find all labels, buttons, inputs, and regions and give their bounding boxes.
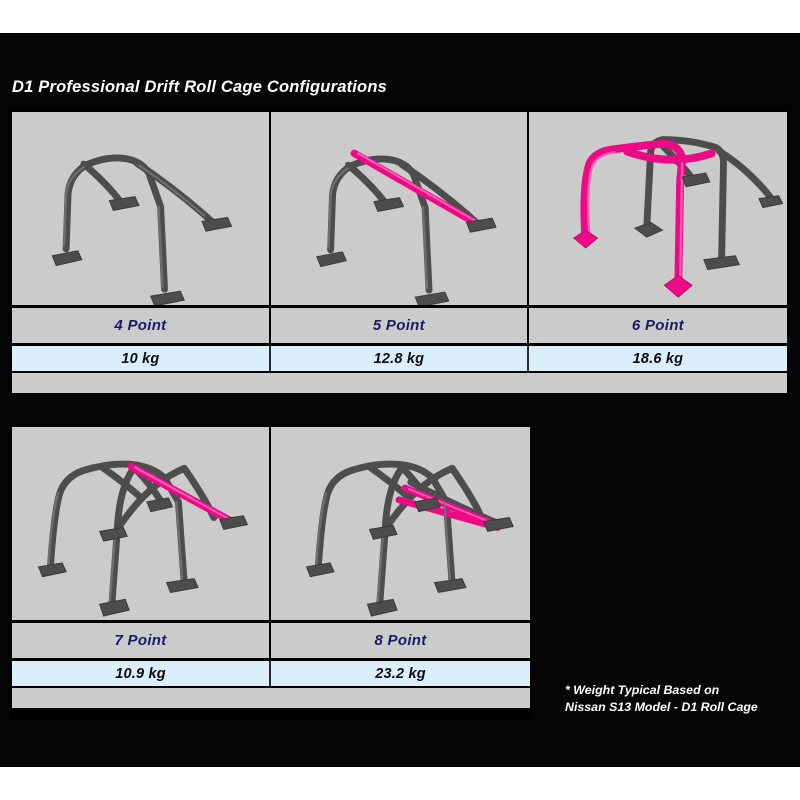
weight-row-2: 10.9 kg 23.2 kg [12,661,530,688]
roll-cage-4-point-diagram [51,154,233,305]
spacer-cell [12,373,787,393]
weight-row-1: 10 kg 12.8 kg 18.6 kg [12,346,787,373]
label-row-1: 4 Point 5 Point 6 Point [12,308,787,346]
config-weight: 10.9 kg [115,665,166,682]
config-label: 7 Point [114,632,167,649]
roll-cage-5-point-diagram [315,149,497,305]
config-label: 4 Point [114,317,167,334]
config-weight: 23.2 kg [375,665,426,682]
roll-cage-7-point-diagram [37,460,249,617]
label-row-2: 7 Point 8 Point [12,623,530,661]
spacer-cell [12,688,530,708]
diagram-row-2 [12,427,530,623]
roll-cage-8-point-diagram [305,460,514,617]
footnote-line-1: * Weight Typical Based on [565,683,720,697]
label-cell-4-point: 4 Point [12,308,271,343]
spacer-row-2 [12,688,530,708]
weight-cell-5-point: 12.8 kg [270,346,529,371]
configuration-table-row-1: 4 Point 5 Point 6 Point 10 kg 12.8 kg 18… [10,110,789,398]
config-label: 5 Point [372,317,425,334]
configuration-table-row-2: 7 Point 8 Point 10.9 kg 23.2 kg [10,425,532,720]
diagram-cell-7-point [12,427,271,620]
diagram-row-1 [12,112,787,308]
page-title: D1 Professional Drift Roll Cage Configur… [12,78,387,96]
label-cell-8-point: 8 Point [271,623,530,658]
config-weight: 12.8 kg [373,350,425,367]
footnote: * Weight Typical Based on Nissan S13 Mod… [565,682,790,716]
weight-cell-4-point: 10 kg [12,346,271,371]
weight-cell-6-point: 18.6 kg [528,346,787,371]
weight-cell-8-point: 23.2 kg [271,661,530,686]
config-label: 8 Point [374,632,427,649]
weight-cell-7-point: 10.9 kg [12,661,271,686]
spacer-row-1 [12,373,787,393]
label-cell-5-point: 5 Point [270,308,529,343]
config-label: 6 Point [631,317,684,334]
footnote-line-2: Nissan S13 Model - D1 Roll Cage [565,700,758,714]
config-weight: 18.6 kg [632,350,684,367]
label-cell-6-point: 6 Point [528,308,787,343]
label-cell-7-point: 7 Point [12,623,271,658]
diagram-cell-5-point [270,112,529,305]
diagram-cell-8-point [271,427,530,620]
roll-cage-6-point-diagram [572,136,784,298]
diagram-cell-4-point [12,112,271,305]
diagram-cell-6-point [528,112,787,305]
config-weight: 10 kg [121,350,160,367]
